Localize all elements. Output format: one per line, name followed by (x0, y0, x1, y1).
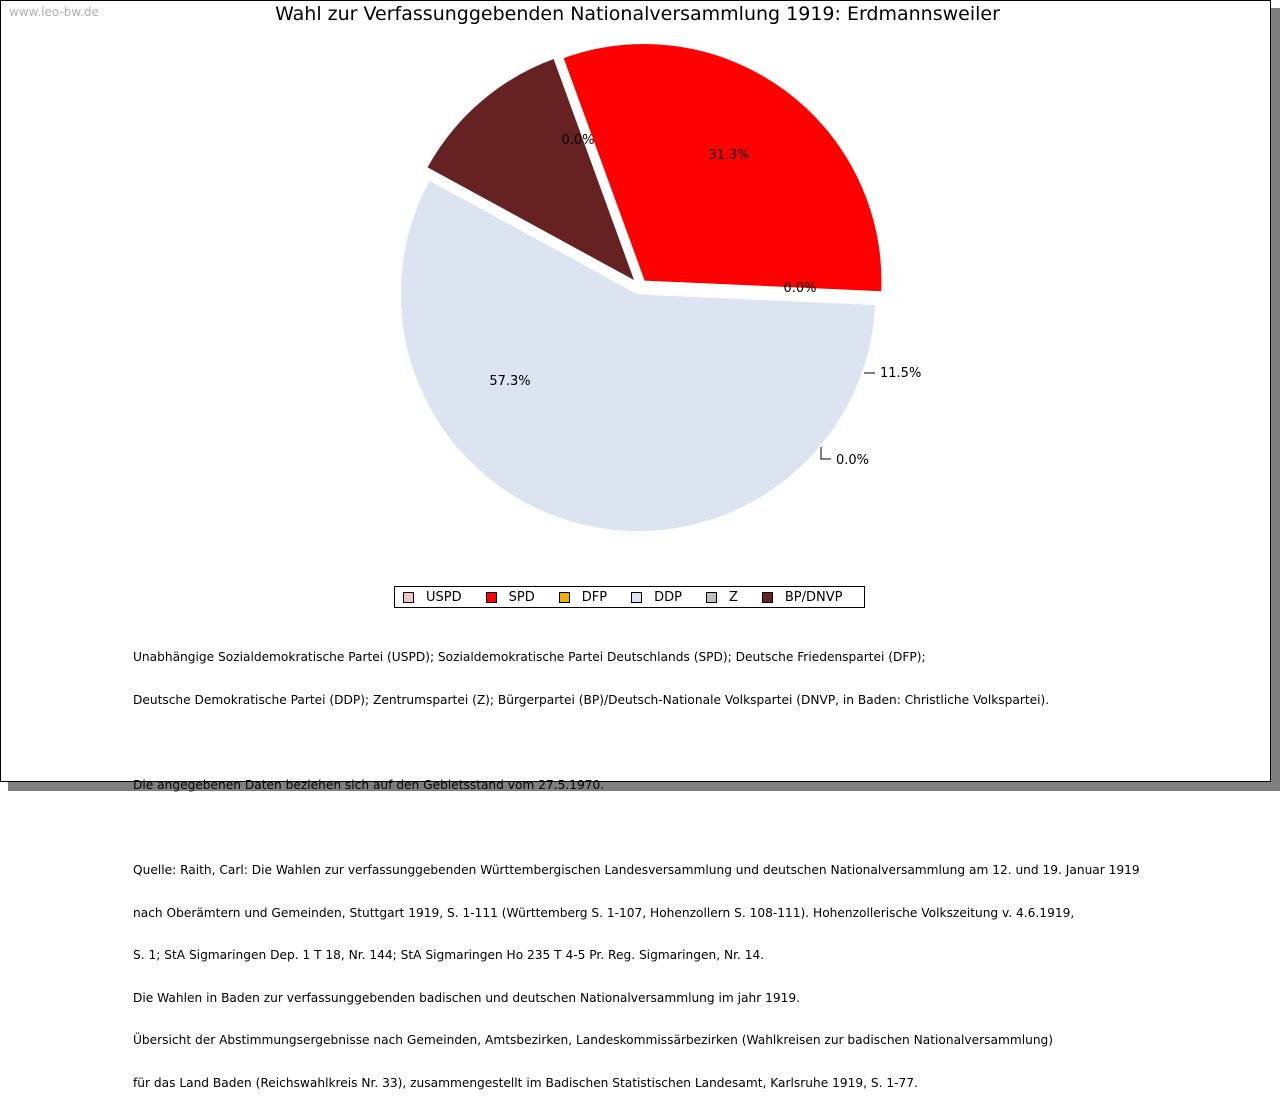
territory-note: Die angegebenen Daten beziehen sich auf … (133, 778, 605, 793)
source-note-line: Quelle: Raith, Carl: Die Wahlen zur verf… (133, 863, 1140, 878)
pie-slice-bp-dnvp (425, 57, 637, 284)
source-note-line: Übersicht der Abstimmungsergebnisse nach… (133, 1033, 1054, 1048)
party-note-line: Unabhängige Sozialdemokratische Partei (… (133, 650, 926, 665)
source-note-line: S. 1; StA Sigmaringen Dep. 1 T 18, Nr. 1… (133, 948, 765, 963)
legend-swatch-bp-dnvp (761, 591, 773, 603)
frame-shadow-right (1271, 8, 1280, 791)
legend-swatch-uspd (403, 591, 414, 603)
slice-label-z: 0.0% (836, 453, 869, 468)
legend-label-bp-dnvp: BP/DNVP (784, 589, 843, 605)
pie-slice-ddp (399, 178, 877, 533)
pie-chart: 0.0% 31.3% 0.0% 57.3% 0.0% 11.5% (399, 42, 921, 533)
legend-swatch-ddp (631, 591, 643, 603)
legend-label-dfp: DFP (581, 589, 608, 605)
legend-item-ddp: DDP (631, 590, 682, 605)
source-note-line: für das Land Baden (Reichswahlkreis Nr. … (133, 1076, 918, 1091)
pie-slice-spd (561, 42, 883, 293)
legend-item-bp-dnvp: BP/DNVP (761, 589, 843, 605)
slice-label-spd: 31.3% (708, 148, 749, 163)
legend: USPD SPD DFP DDP Z BP/DNVP (394, 586, 865, 608)
source-note-line: Die Wahlen in Baden zur verfassunggebend… (133, 990, 800, 1005)
label-leader-line (820, 447, 831, 460)
legend-label-ddp: DDP (654, 589, 682, 605)
footnotes: Unabhängige Sozialdemokratische Partei (… (133, 622, 1140, 1105)
legend-item-z: Z (705, 589, 738, 605)
slice-label-uspd: 0.0% (561, 133, 594, 148)
legend-swatch-z (705, 591, 717, 603)
legend-item-uspd: USPD (403, 590, 462, 605)
source-note-line: nach Oberämtern und Gemeinden, Stuttgart… (133, 905, 1075, 920)
watermark: www.leo-bw.de (9, 5, 99, 19)
legend-swatch-dfp (558, 591, 570, 603)
slice-label-bp-dnvp: 11.5% (880, 366, 921, 381)
slice-label-dfp: 0.0% (783, 281, 816, 296)
legend-swatch-spd (485, 591, 497, 603)
party-note-line: Deutsche Demokratische Partei (DDP); Zen… (133, 693, 1050, 708)
frame-shadow-bottom (8, 782, 1280, 791)
legend-label-uspd: USPD (426, 589, 462, 605)
legend-label-z: Z (728, 589, 738, 605)
legend-label-spd: SPD (508, 589, 535, 605)
legend-item-dfp: DFP (558, 589, 608, 605)
slice-label-ddp: 57.3% (489, 374, 530, 389)
chart-title: Wahl zur Verfassunggebenden Nationalvers… (275, 3, 1000, 25)
legend-item-spd: SPD (485, 589, 535, 605)
